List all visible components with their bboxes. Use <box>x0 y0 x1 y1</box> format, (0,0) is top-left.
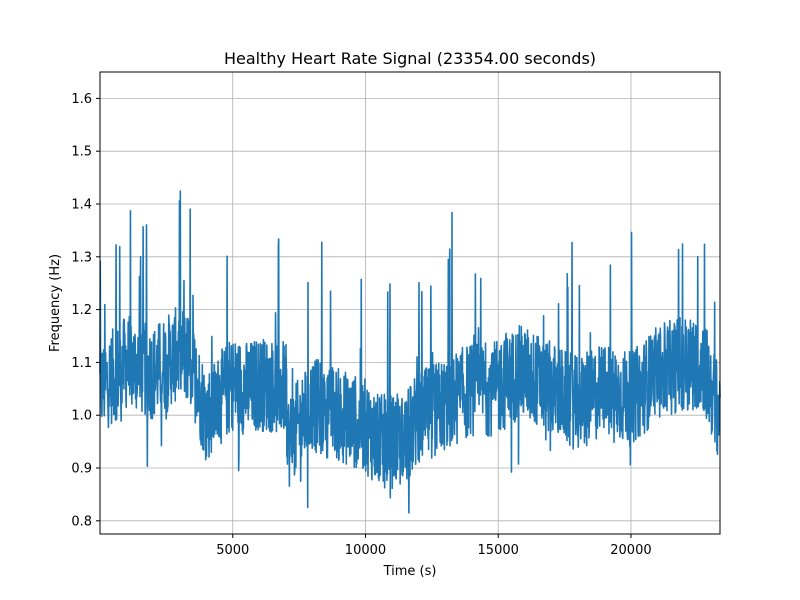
y-tick-label: 1.4 <box>71 198 92 213</box>
x-tick-label: 5000 <box>216 543 249 558</box>
y-tick-label: 1.3 <box>71 250 92 265</box>
y-tick-label: 0.9 <box>71 462 92 477</box>
grid-lines <box>100 72 720 534</box>
y-tick-label: 0.8 <box>71 514 92 529</box>
y-tick-label: 1.0 <box>71 409 92 424</box>
x-tick-label: 15000 <box>478 543 519 558</box>
x-axis-ticks: 5000 10000 15000 20000 <box>216 534 652 558</box>
plot-frame <box>99 71 721 535</box>
y-tick-label: 1.5 <box>71 145 92 160</box>
y-axis-label: Frequency (Hz) <box>48 254 63 352</box>
y-tick-label: 1.2 <box>71 303 92 318</box>
y-tick-label: 1.6 <box>71 92 92 107</box>
y-tick-label: 1.1 <box>71 356 92 371</box>
chart-title: Healthy Heart Rate Signal (23354.00 seco… <box>224 49 596 68</box>
series-layer <box>99 190 721 514</box>
x-tick-label: 10000 <box>345 543 386 558</box>
series-line <box>99 190 721 514</box>
x-axis-label: Time (s) <box>383 564 437 579</box>
x-tick-label: 20000 <box>610 543 651 558</box>
y-axis-ticks: 0.8 0.9 1.0 1.1 1.2 1.3 1.4 1.5 1.6 <box>71 92 100 529</box>
